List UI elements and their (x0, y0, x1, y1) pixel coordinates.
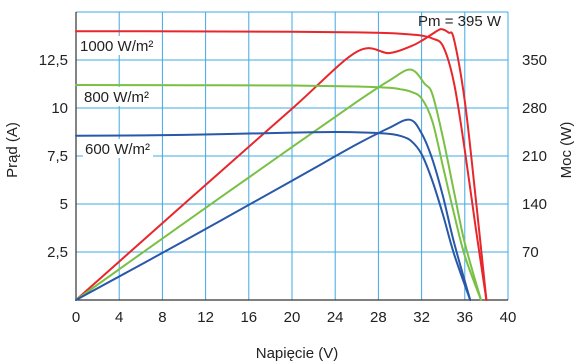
power-curve-1000 (75, 28, 488, 301)
ticks: 0 4 8 12 16 20 24 28 32 36 40 2,5 5 7,5 10 12,5 70 140 210… (39, 52, 547, 326)
x-tick-label: 8 (158, 309, 166, 326)
current-curve-1000 (75, 30, 488, 301)
x-tick-label: 24 (327, 309, 344, 326)
current-curve-800 (75, 84, 482, 301)
x-tick-label: 36 (456, 309, 473, 326)
x-tick-label: 20 (284, 309, 301, 326)
y-tick-label: 7,5 (47, 148, 68, 165)
curve-label: 800 W/m² (84, 89, 149, 106)
y2-tick-label: 350 (522, 52, 547, 69)
max-power-annotation: Pm = 395 W (418, 13, 502, 30)
y-tick-label: 2,5 (47, 244, 68, 261)
y-tick-label: 5 (60, 196, 68, 213)
curve-label-bg (82, 87, 152, 106)
x-tick-label: 28 (370, 309, 387, 326)
curves (75, 28, 488, 301)
curve-label-bg (83, 139, 153, 158)
x-tick-label: 0 (72, 309, 80, 326)
current-curve-600 (75, 131, 472, 301)
y2-tick-label: 70 (522, 244, 539, 261)
x-axis-title: Napięcie (V) (256, 345, 339, 362)
x-tick-label: 40 (500, 309, 517, 326)
y2-tick-label: 280 (522, 100, 547, 117)
curve-label-bg (78, 36, 156, 55)
x-tick-label: 16 (240, 309, 257, 326)
power-curve-600 (75, 118, 472, 301)
curve-label: 600 W/m² (85, 141, 150, 158)
curve-label: 1000 W/m² (80, 38, 153, 55)
power-curve-800 (75, 68, 482, 301)
y-tick-label: 12,5 (39, 52, 68, 69)
grid (75, 11, 509, 301)
y2-tick-label: 210 (522, 148, 547, 165)
x-tick-label: 12 (197, 309, 214, 326)
curve-labels: 1000 W/m² 800 W/m² 600 W/m² (78, 36, 156, 158)
y-tick-label: 10 (51, 100, 68, 117)
y-axis-title: Prąd (A) (4, 122, 21, 178)
x-tick-label: 4 (115, 309, 123, 326)
x-tick-label: 32 (413, 309, 430, 326)
y2-axis-title: Moc (W) (558, 122, 575, 179)
y2-tick-label: 140 (522, 196, 547, 213)
